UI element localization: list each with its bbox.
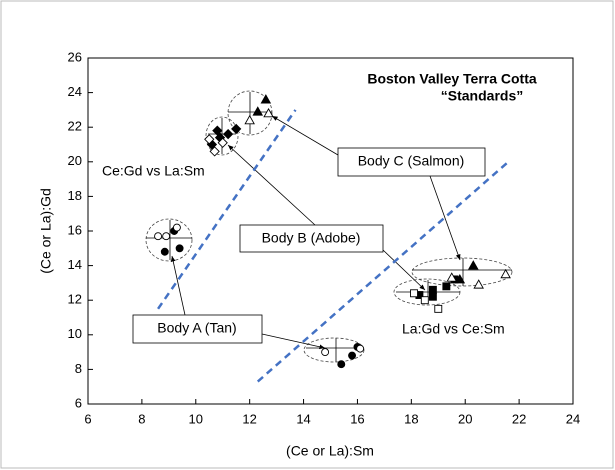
reference-line	[256, 160, 510, 383]
point	[468, 260, 479, 270]
x-tick-label: 20	[458, 411, 472, 426]
box	[337, 147, 486, 177]
y-tick-label: 10	[68, 326, 82, 341]
annotation: La:Gd vs Ce:Sm	[402, 321, 505, 337]
x-tick-label: 10	[189, 411, 203, 426]
point	[222, 128, 234, 140]
crosshairs	[146, 92, 512, 362]
point	[217, 137, 228, 148]
y-tick-label: 18	[68, 188, 82, 203]
point	[244, 114, 255, 125]
reference-line	[157, 109, 297, 310]
point	[434, 304, 443, 313]
arrow	[170, 255, 186, 316]
arrow	[271, 115, 339, 156]
point	[348, 351, 357, 360]
y-tick-label: 8	[75, 361, 82, 376]
point	[175, 244, 184, 253]
arrow	[227, 144, 316, 226]
point	[154, 232, 163, 241]
arrows	[170, 115, 461, 350]
x-tick-label: 8	[138, 411, 145, 426]
x-tick-label: 18	[404, 411, 418, 426]
y-axis-label: (Ce or La):Gd	[38, 188, 54, 274]
point	[172, 223, 181, 232]
point	[260, 94, 272, 104]
point	[162, 232, 171, 241]
point	[321, 348, 330, 357]
point	[252, 106, 264, 116]
box	[132, 314, 263, 344]
y-tick-label: 24	[68, 84, 82, 99]
chart-title: Boston Valley Terra Cotta	[367, 71, 537, 87]
x-tick-label: 6	[84, 411, 91, 426]
annotation: Body C (Salmon)	[358, 153, 465, 169]
y-tick-label: 16	[68, 222, 82, 237]
x-tick-label: 24	[566, 411, 580, 426]
ellipse	[411, 257, 513, 287]
point	[446, 272, 458, 282]
point	[263, 107, 274, 118]
x-tick-label: 16	[350, 411, 364, 426]
point	[356, 344, 365, 353]
point	[428, 292, 437, 301]
point	[442, 282, 451, 291]
x-axis-label: (Ce or La):Sm	[286, 443, 374, 459]
ellipse	[303, 337, 365, 363]
y-tick-label: 26	[68, 49, 82, 64]
chart-subtitle: “Standards”	[441, 88, 523, 104]
annotation: Ce:Gd vs La:Sm	[102, 163, 205, 179]
y-tick-label: 12	[68, 292, 82, 307]
point	[428, 285, 437, 294]
point	[454, 274, 466, 284]
y-tick-label: 22	[68, 119, 82, 134]
ellipse	[227, 90, 273, 136]
point	[500, 268, 511, 279]
ellipse	[205, 116, 239, 156]
x-tick-label: 22	[512, 411, 526, 426]
box	[239, 224, 384, 253]
point	[204, 134, 215, 145]
x-tick-label: 14	[296, 411, 310, 426]
point	[231, 123, 242, 135]
y-tick-label: 14	[68, 257, 82, 272]
y-tick-label: 6	[75, 395, 82, 410]
point	[337, 360, 346, 369]
point	[212, 125, 223, 136]
arrow	[429, 175, 461, 261]
point	[160, 247, 169, 256]
x-tick-label: 12	[242, 411, 256, 426]
annotation: Body A (Tan)	[157, 320, 236, 336]
arrow	[382, 249, 426, 291]
annotation-boxes	[132, 147, 486, 344]
y-tick-label: 20	[68, 153, 82, 168]
point	[473, 279, 484, 289]
annotation: Body B (Adobe)	[262, 230, 361, 246]
point	[410, 289, 418, 298]
point	[420, 296, 429, 305]
arrow	[261, 333, 326, 350]
point	[209, 146, 220, 157]
ellipse	[145, 218, 193, 262]
